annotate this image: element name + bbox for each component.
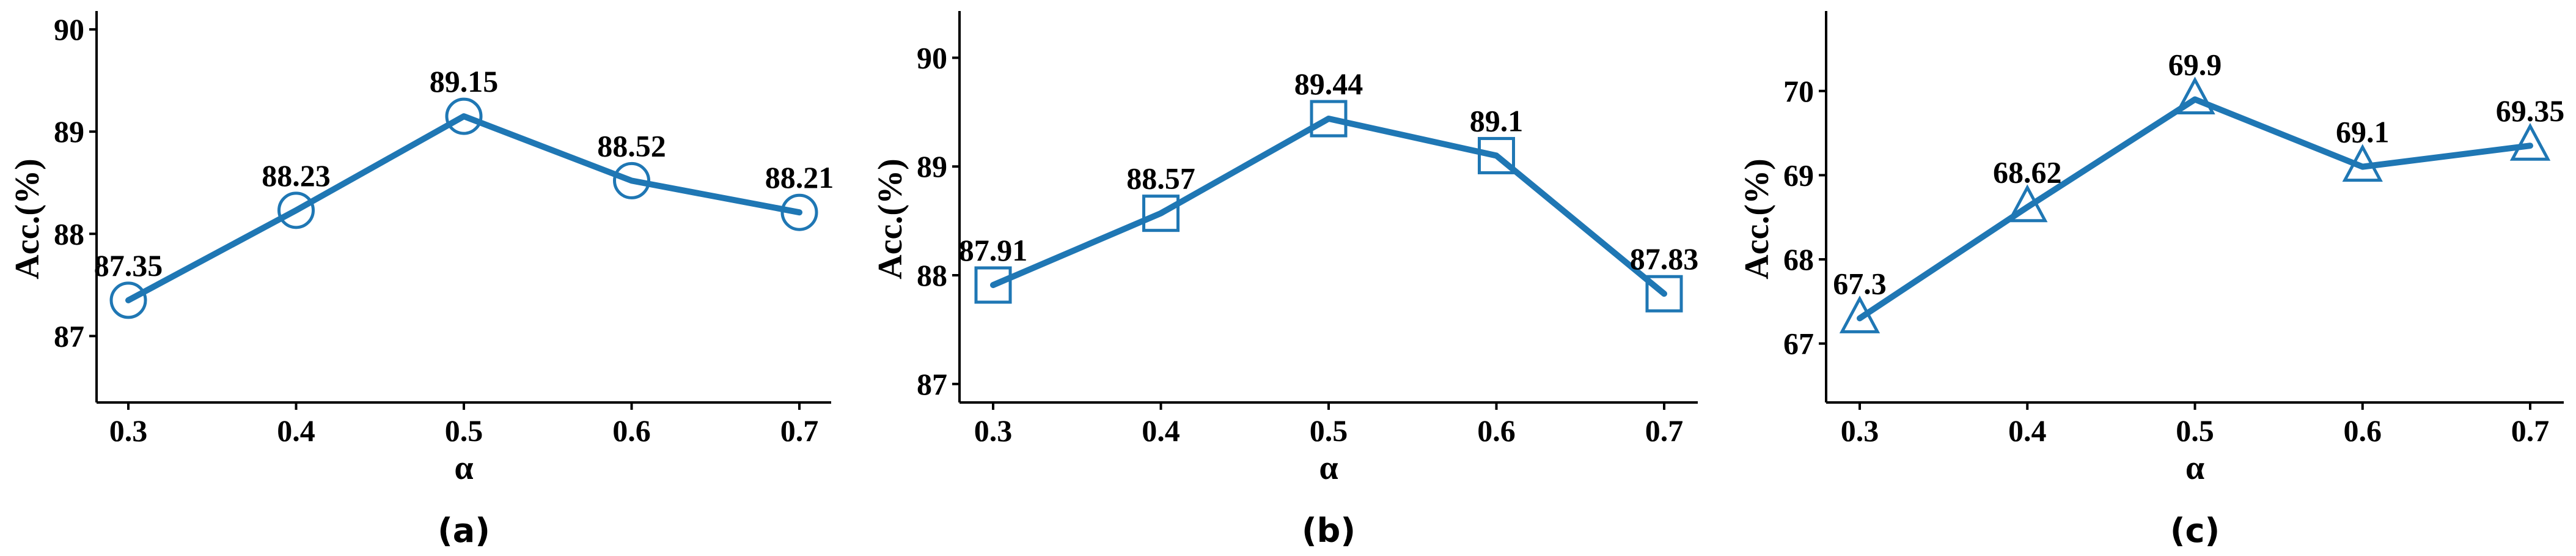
data-point-marker	[2007, 184, 2048, 223]
data-point-marker	[1645, 275, 1683, 313]
y-tick-label: 70	[1783, 74, 1814, 108]
x-tick-label: 0.3	[109, 413, 148, 448]
data-point-marker	[780, 193, 818, 231]
data-label: 89.44	[1294, 67, 1363, 101]
y-tick-label: 90	[54, 12, 84, 46]
data-label: 87.83	[1630, 242, 1699, 276]
x-axis-label: α	[1319, 449, 1338, 487]
data-point-marker	[277, 191, 315, 229]
x-tick-label: 0.7	[780, 413, 819, 448]
x-tick-label: 0.6	[1477, 413, 1516, 448]
series-line	[1857, 96, 2533, 322]
y-tick-label: 68	[1783, 242, 1814, 276]
data-label: 68.62	[1993, 155, 2062, 190]
x-tick-label: 0.4	[277, 413, 315, 448]
x-tick-label: 0.4	[2008, 413, 2047, 448]
x-tick-label: 0.6	[2344, 413, 2382, 448]
data-point-marker	[2174, 76, 2215, 115]
data-point-marker	[2342, 144, 2383, 182]
panel-caption: (b)	[1302, 511, 1356, 550]
data-point-marker	[1142, 195, 1180, 232]
x-tick-label: 0.6	[612, 413, 651, 448]
data-label: 89.15	[430, 64, 499, 98]
chart-panel-a: 87 88 89 90 0.3 0.4 0.5 0.6 0.7 α Acc.(%) 87.35 88.2…	[9, 11, 834, 550]
data-label: 88.52	[597, 128, 666, 163]
data-point-marker	[1478, 136, 1515, 174]
data-label: 88.57	[1126, 161, 1195, 196]
chart-panel-b: 87 88 89 90 0.3 0.4 0.5 0.6 0.7 α Acc.(%) 87.91 88.5…	[872, 11, 1698, 550]
data-label: 87.91	[959, 233, 1028, 267]
y-tick-label: 89	[54, 114, 84, 149]
chart-panel-c: 67 68 69 70 0.3 0.4 0.5 0.6 0.7 α Acc.(%) 67.3 68.62…	[1738, 11, 2564, 550]
data-point-marker	[1310, 100, 1348, 138]
data-label: 87.35	[94, 248, 163, 283]
x-tick-label: 0.3	[974, 413, 1013, 448]
panel-caption: (c)	[2170, 511, 2220, 550]
series-line	[990, 116, 1667, 297]
y-tick-label: 67	[1783, 327, 1814, 361]
data-point-marker	[974, 266, 1012, 304]
data-point-marker	[613, 161, 650, 199]
x-tick-label: 0.5	[2176, 413, 2214, 448]
x-tick-label: 0.5	[445, 413, 483, 448]
y-tick-label: 87	[54, 319, 84, 353]
data-point-marker	[109, 281, 147, 319]
data-label: 69.1	[2336, 115, 2390, 149]
x-tick-label: 0.4	[1142, 413, 1180, 448]
data-label: 69.35	[2496, 94, 2565, 128]
y-tick-label: 69	[1783, 158, 1814, 192]
y-axis-label: Acc.(%)	[872, 158, 909, 279]
x-tick-label: 0.7	[1645, 413, 1684, 448]
data-point-marker	[445, 97, 483, 135]
x-tick-label: 0.7	[2511, 413, 2550, 448]
y-tick-label: 88	[917, 258, 947, 292]
x-axis-label: α	[2185, 449, 2204, 487]
y-tick-label: 88	[54, 217, 84, 251]
panel-caption: (a)	[438, 511, 490, 550]
y-tick-label: 90	[917, 40, 947, 75]
data-label: 89.1	[1470, 103, 1524, 138]
series-line	[125, 113, 802, 303]
x-axis-label: α	[454, 449, 473, 487]
x-tick-label: 0.5	[1310, 413, 1348, 448]
y-tick-label: 87	[917, 367, 947, 401]
y-axis-label: Acc.(%)	[1738, 158, 1776, 279]
data-label: 88.21	[765, 160, 834, 195]
x-tick-label: 0.3	[1841, 413, 1879, 448]
data-point-marker	[2509, 122, 2551, 161]
data-label: 69.9	[2168, 48, 2222, 82]
y-axis-label: Acc.(%)	[9, 158, 46, 279]
data-label: 67.3	[1833, 266, 1887, 300]
y-tick-label: 89	[917, 149, 947, 183]
data-point-marker	[1839, 295, 1881, 333]
data-label: 88.23	[262, 158, 331, 193]
